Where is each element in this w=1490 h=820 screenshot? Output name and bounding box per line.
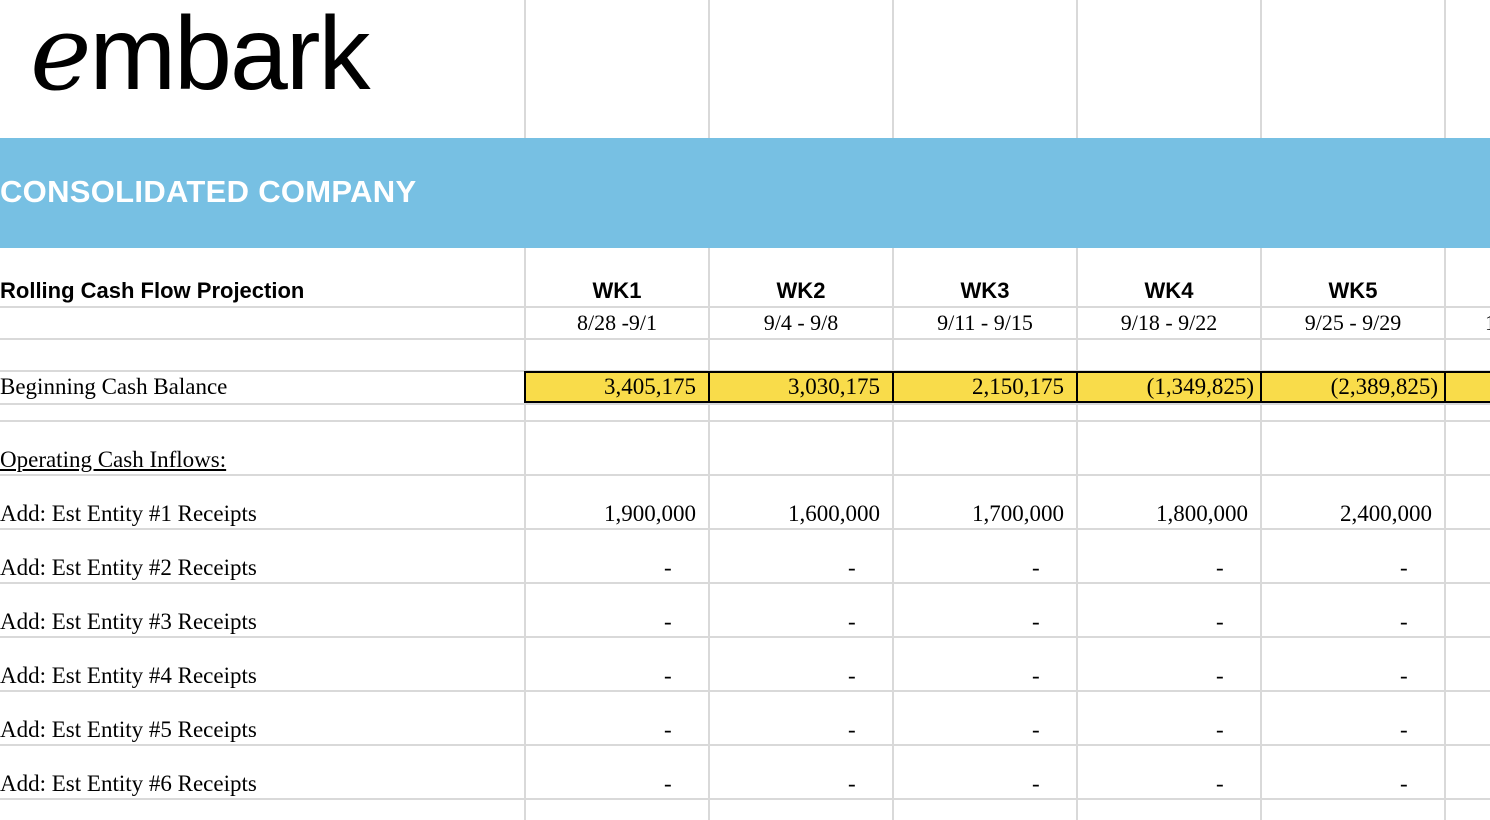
beginning-balance-label: Beginning Cash Balance (0, 374, 228, 399)
inflow-value: - (1032, 555, 1040, 580)
inflow-value: - (1032, 663, 1040, 688)
gridline-col-b (708, 0, 710, 820)
week-range: 8/28 -9/1 (576, 310, 658, 335)
inflows-section-label: Operating Cash Inflows: (0, 447, 227, 472)
week-range: 9/4 - 9/8 (763, 310, 839, 335)
balance-cell-highlight (708, 371, 894, 403)
week-label: WK3 (960, 278, 1010, 303)
gridline-col-f (1444, 0, 1446, 820)
inflow-value: - (1400, 555, 1408, 580)
inflow-value: - (664, 717, 672, 742)
balance-value: (2,389,825) (1330, 374, 1438, 399)
inflow-value: 1,600,000 (788, 501, 880, 526)
week-label: WK2 (776, 278, 826, 303)
inflow-value: 2,400,000 (1340, 501, 1432, 526)
inflow-value: - (1400, 771, 1408, 796)
gridline-row (0, 528, 1490, 530)
gridline-col-e (1260, 0, 1262, 820)
company-title: CONSOLIDATED COMPANY (0, 174, 417, 209)
balance-cell-highlight (1444, 371, 1490, 403)
gridline-row (0, 744, 1490, 746)
inflow-row-label: Add: Est Entity #5 Receipts (0, 717, 257, 742)
balance-cell-highlight (892, 371, 1078, 403)
inflow-value: - (664, 771, 672, 796)
inflow-value: - (664, 609, 672, 634)
inflow-value: - (1032, 717, 1040, 742)
inflow-row-label: Add: Est Entity #1 Receipts (0, 501, 257, 526)
inflow-value: - (1400, 609, 1408, 634)
projection-title: Rolling Cash Flow Projection (0, 278, 305, 303)
gridline-col-a (524, 0, 526, 820)
gridline-row (0, 403, 1490, 405)
inflow-value: 1,900,000 (604, 501, 696, 526)
inflow-value: - (1032, 609, 1040, 634)
gridline-row (0, 582, 1490, 584)
inflow-value: - (664, 555, 672, 580)
week-label: WK5 (1328, 278, 1378, 303)
week-range-partial: 1 (1485, 310, 1490, 336)
inflow-value: 1,800,000 (1156, 501, 1248, 526)
logo-rest: mbark (89, 0, 371, 112)
inflow-value: - (1216, 555, 1224, 580)
inflow-value: - (848, 555, 856, 580)
balance-value: 3,030,175 (788, 374, 880, 399)
balance-value: (1,349,825) (1146, 374, 1254, 399)
balance-cell-highlight (1076, 371, 1262, 403)
gridline-row (0, 306, 1490, 308)
inflow-value: - (1400, 663, 1408, 688)
gridline-row (0, 420, 1490, 422)
inflow-row-label: Add: Est Entity #6 Receipts (0, 771, 257, 796)
gridline-row (0, 690, 1490, 692)
gridline-col-c (892, 0, 894, 820)
inflow-value: - (1400, 717, 1408, 742)
gridline-row (0, 474, 1490, 476)
inflow-value: - (1216, 663, 1224, 688)
week-label: WK1 (592, 278, 642, 303)
week-range: 9/18 - 9/22 (1120, 310, 1218, 335)
balance-value: 2,150,175 (972, 374, 1064, 399)
inflow-value: - (1032, 771, 1040, 796)
gridline-row (0, 636, 1490, 638)
inflow-value: - (1216, 771, 1224, 796)
inflow-row-label: Add: Est Entity #4 Receipts (0, 663, 257, 688)
gridline-col-d (1076, 0, 1078, 820)
week-label: WK4 (1144, 278, 1194, 303)
inflow-value: - (848, 663, 856, 688)
inflow-value: - (848, 609, 856, 634)
logo-first-letter: e (30, 0, 92, 114)
balance-value: 3,405,175 (604, 374, 696, 399)
company-banner (0, 138, 1490, 248)
balance-cell-highlight (524, 371, 710, 403)
gridline-row (0, 338, 1490, 340)
inflow-row-label: Add: Est Entity #2 Receipts (0, 555, 257, 580)
inflow-value: - (848, 771, 856, 796)
inflow-value: - (1216, 717, 1224, 742)
inflow-row-label: Add: Est Entity #3 Receipts (0, 609, 257, 634)
inflow-value: - (664, 663, 672, 688)
week-range: 9/11 - 9/15 (937, 310, 1033, 335)
inflow-value: 1,700,000 (972, 501, 1064, 526)
gridline-row (0, 798, 1490, 800)
week-range: 9/25 - 9/29 (1304, 310, 1402, 335)
inflow-value: - (848, 717, 856, 742)
inflow-value: - (1216, 609, 1224, 634)
